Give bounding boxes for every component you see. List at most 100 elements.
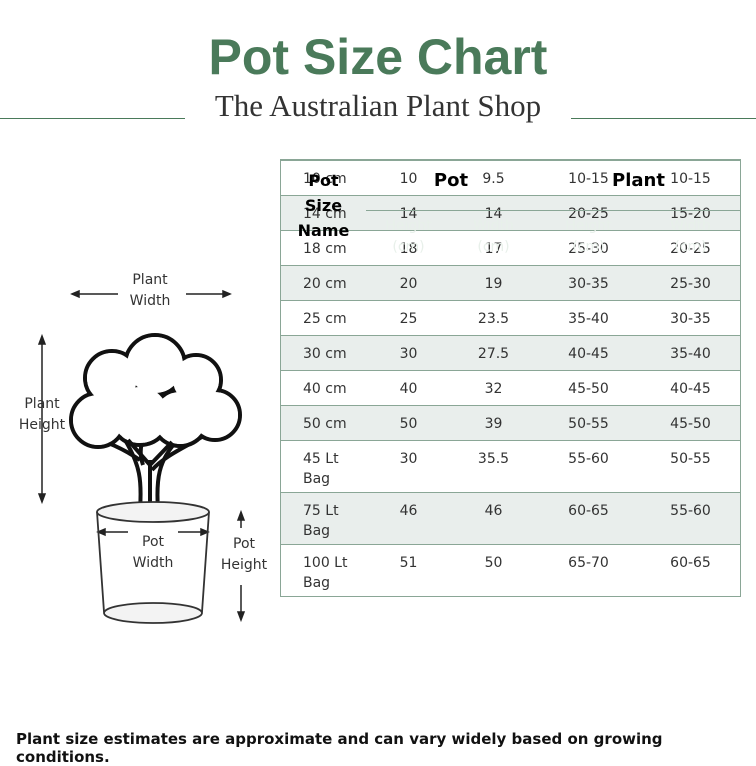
cell-text: 46 [399,503,418,519]
table-row: 75 Lt Bag 46 46 60-65 55-60 [281,492,740,544]
cell-text: 20-25 [670,241,711,257]
cell-text: 35-40 [568,311,609,327]
table-cell: 10-15 [641,161,740,195]
subheader-cell: Width (cm) [641,216,740,258]
table-cell: 17 [451,231,536,265]
cell-text: 51 [399,555,418,571]
cell-text: 14 cm [303,206,347,222]
title: Pot Size Chart [208,29,548,85]
table-row: 10 cm 10 9.5 10-15 10-15 [281,160,740,195]
table-cell: 20 cm [281,266,366,300]
table-row: 14 cm 14 14 20-25 15-20 [281,195,740,230]
table-cell: 25 cm [281,301,366,335]
table-cell: 40 [366,371,451,405]
cell-text: 40 cm [303,381,347,397]
cell-text: 60-65 [568,503,609,519]
table-cell: 30-35 [641,301,740,335]
cell-text: 50-55 [568,416,609,432]
table-cell: 30 cm [281,336,366,370]
cell-text: 40 [399,381,418,397]
table-cell: 50 [366,406,451,440]
size-table: Pot Size Name Pot Plant Height (cm) Width (c… [280,159,741,597]
group-header: Pot [433,170,469,191]
cell-text: 100 Lt Bag [303,555,348,591]
cell-text: 30 [399,451,418,467]
table-cell: 45-50 [536,371,641,405]
table-cell: 50 cm [281,406,366,440]
cell-text: 65-70 [568,555,609,571]
cell-text: 23.5 [477,311,510,327]
cell-text: 32 [484,381,503,397]
group-header: Plant [612,170,665,191]
table-cell: 60-65 [641,545,740,596]
table-cell: 10 cm [281,161,366,195]
diagram [37,289,246,624]
cell-text: 40-45 [568,346,609,362]
table-cell: 9.5 [451,161,536,195]
cell-text: 39 [484,416,503,432]
cell-text: 27.5 [477,346,510,362]
arrows [37,289,246,623]
table-cell: 50-55 [641,441,740,492]
table-row: 40 cm 40 32 45-50 40-45 [281,370,740,405]
cell-text: 46 [484,503,503,519]
cell-text: 50 cm [303,416,347,432]
table-cell: 32 [451,371,536,405]
table-cell: 35-40 [536,301,641,335]
table-cell: 30 [366,441,451,492]
cell-text: 25-30 [568,241,609,257]
subheader-cell: Height (cm) [536,216,641,258]
table-cell: 40 cm [281,371,366,405]
cell-text: 50 [484,555,503,571]
table-cell: 51 [366,545,451,596]
table-cell: 35.5 [451,441,536,492]
cell-text: 40-45 [670,381,711,397]
table-cell: 25 [366,301,451,335]
table-cell: 55-60 [641,493,740,544]
cell-text: 30-35 [670,311,711,327]
diagram-label: Pot Height [220,536,268,573]
cell-text: 45-50 [568,381,609,397]
table-row: 45 Lt Bag 30 35.5 55-60 50-55 [281,440,740,492]
footer: Plant size estimates are approximate and… [16,730,663,766]
table-row: 50 cm 50 39 50-55 45-50 [281,405,740,440]
cell-text: 25-30 [670,276,711,292]
cell-text: 30 cm [303,346,347,362]
table-row: 20 cm 20 19 30-35 25-30 [281,265,740,300]
table-cell: 30-35 [536,266,641,300]
cell-text: 50 [399,416,418,432]
subheader-cell: Width (cm) [451,216,536,258]
divider [366,210,740,211]
table-cell: 65-70 [536,545,641,596]
cell-text: 10 [399,171,418,187]
cell-text: 75 Lt Bag [303,503,339,539]
table-cell: 35-40 [641,336,740,370]
rule [571,118,756,119]
table-cell: 20-25 [641,231,740,265]
cell-text: 19 [484,276,503,292]
subheader-text: Width (cm) [473,218,514,255]
diagram-label: Pot Width [132,534,174,571]
cell-text: 55-60 [568,451,609,467]
cell-text: 18 [399,241,418,257]
cell-text: 35-40 [670,346,711,362]
table-cell: 27.5 [451,336,536,370]
table-cell: 18 [366,231,451,265]
subheader-text: Height (cm) [385,218,432,255]
table-cell: 23.5 [451,301,536,335]
cell-text: 35.5 [477,451,510,467]
table-cell: 50-55 [536,406,641,440]
cell-text: 9.5 [482,171,505,187]
table-cell: 39 [451,406,536,440]
table-cell: 18 cm [281,231,366,265]
cell-text: 25 [399,311,418,327]
table-row: 30 cm 30 27.5 40-45 35-40 [281,335,740,370]
cell-text: 10-15 [670,171,711,187]
cell-text: 20 cm [303,276,347,292]
diagram-label: Plant Height [18,396,66,433]
subheader-cell: Height (cm) [366,216,451,258]
rule [0,118,185,119]
tree [69,333,242,511]
cell-text: 60-65 [670,555,711,571]
